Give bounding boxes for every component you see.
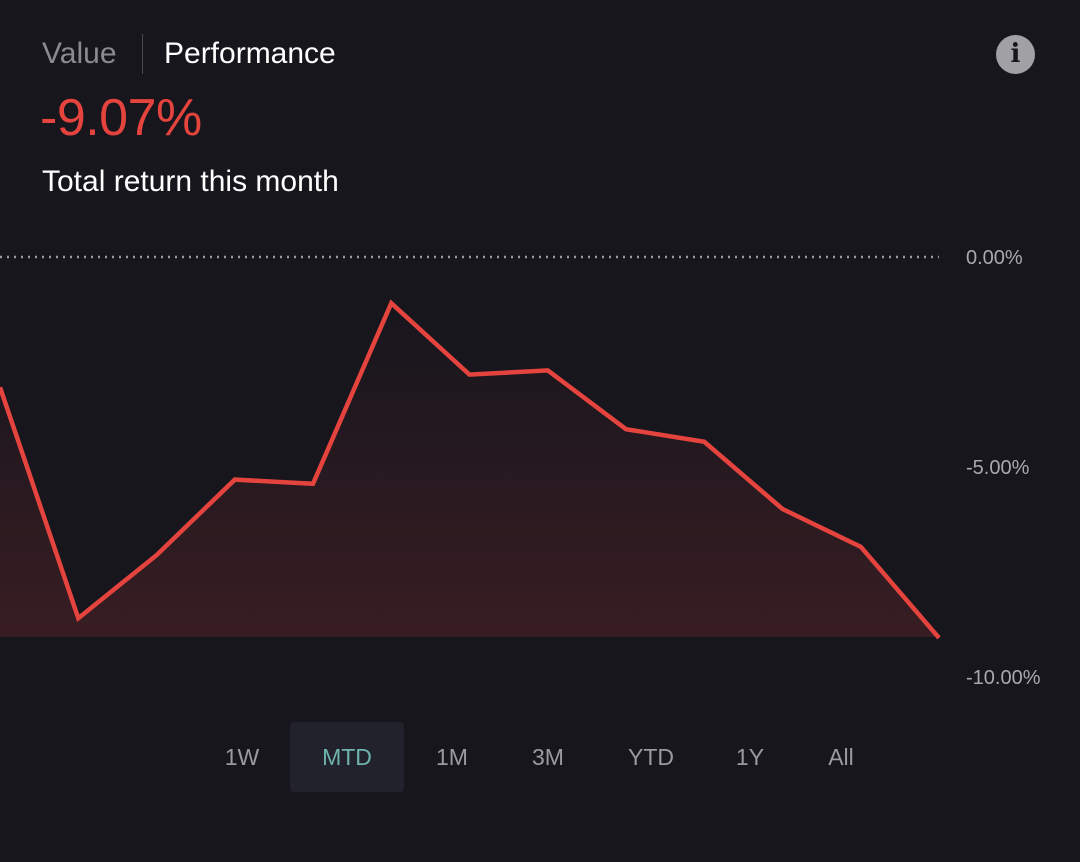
total-return-label: Total return this month [42,165,339,198]
y-tick-label: -5.00% [966,457,1030,479]
period-option-1m[interactable]: 1M [436,744,468,770]
y-tick-label: -10.00% [966,667,1041,689]
total-return-value: -9.07% [40,89,202,147]
performance-chart: 0.00% -5.00% -10.00% [0,247,1041,689]
period-option-1w[interactable]: 1W [224,744,260,770]
tab-value[interactable]: Value [42,37,117,70]
series-line [0,299,941,640]
tab-divider [142,34,143,74]
period-option-mtd[interactable]: MTD [290,722,404,792]
period-option-3m[interactable]: 3M [532,744,564,770]
y-tick-label: 0.00% [966,247,1023,269]
tab-performance[interactable]: Performance [164,37,336,70]
period-option-all[interactable]: All [828,744,854,770]
info-icon[interactable]: i [996,35,1035,74]
period-option-ytd[interactable]: YTD [628,744,674,770]
period-selector: 1W MTD 1M 3M YTD 1Y All [0,722,1080,792]
series-area [0,303,939,638]
period-option-1y[interactable]: 1Y [735,744,765,770]
